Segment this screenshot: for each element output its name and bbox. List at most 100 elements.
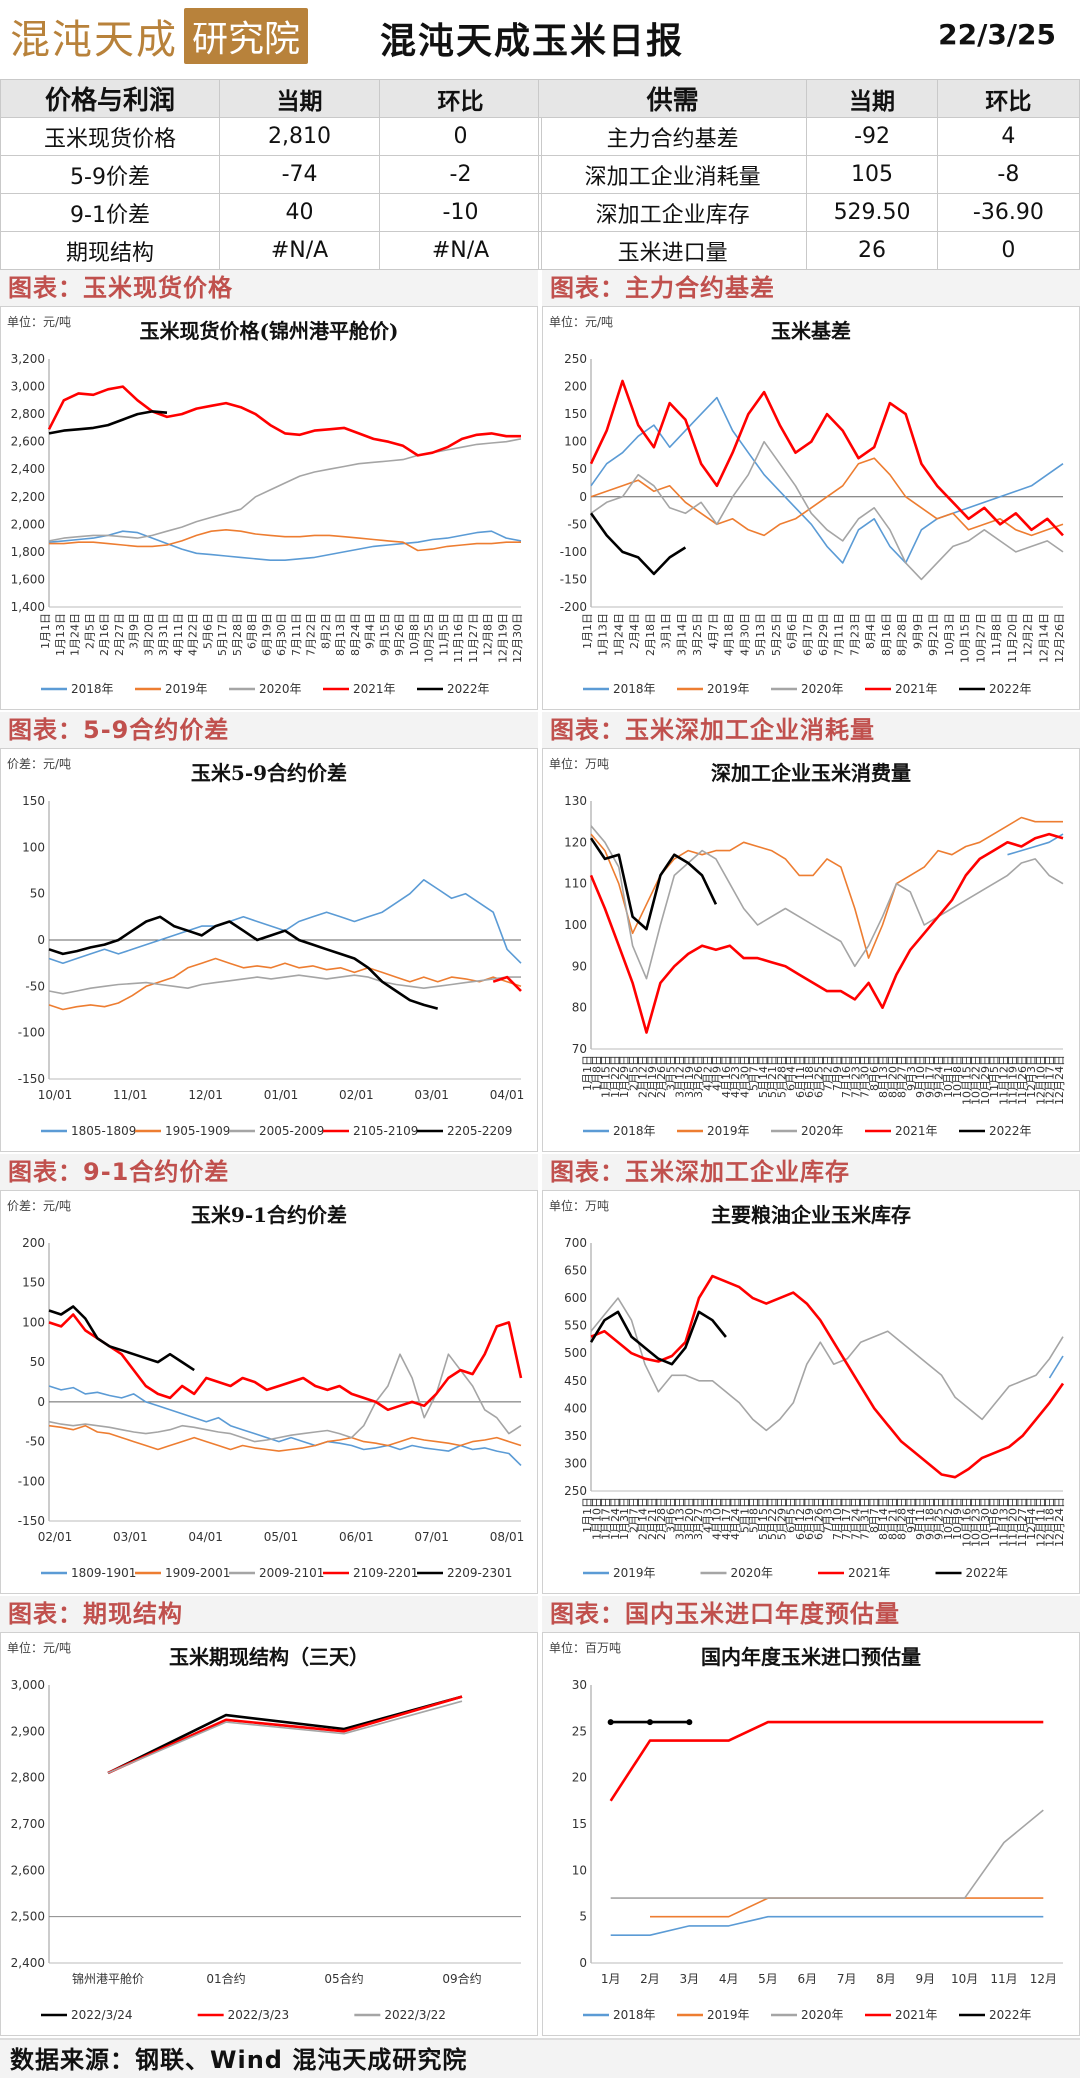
chart-title: 国内年度玉米进口预估量 — [701, 1645, 921, 1669]
column-header: 供需 — [537, 79, 808, 118]
y-tick-label: -100 — [560, 545, 587, 559]
table-cell: -74 — [219, 155, 381, 194]
table-cell: 玉米现货价格 — [0, 117, 221, 156]
x-tick-label: 6月12日 — [794, 1497, 807, 1540]
y-tick-label: 50 — [30, 887, 45, 901]
table-cell: #N/A — [379, 231, 542, 270]
series-line-2022年 — [589, 1310, 727, 1366]
series-point — [647, 1719, 653, 1726]
x-tick-label: 9月 — [916, 1972, 936, 1986]
y-tick-label: 130 — [564, 794, 587, 808]
legend-label: 2018年 — [71, 682, 114, 696]
y-tick-label: 50 — [572, 462, 587, 476]
legend-label: 2018年 — [613, 682, 656, 696]
x-tick-label: 4月11日 — [172, 613, 185, 656]
y-tick-label: 2,800 — [11, 1771, 45, 1785]
x-tick-label: 4月 — [719, 1972, 739, 1986]
series-line-2022年 — [589, 512, 687, 576]
x-tick-label: 08/01 — [490, 1530, 525, 1544]
legend-label: 2022/3/22 — [384, 2008, 446, 2022]
x-tick-label: 2月14日 — [637, 1497, 650, 1540]
y-tick-label: 25 — [572, 1724, 587, 1738]
table-cell: -8 — [936, 155, 1080, 194]
section-title-5-9-spread: 图表：5-9合约价差 — [0, 712, 538, 748]
x-tick-label: 6月19日 — [803, 1497, 816, 1540]
x-tick-label: 6月17日 — [801, 613, 814, 656]
unit-label: 价差：元/吨 — [7, 1199, 72, 1213]
legend-label: 2018年 — [613, 2008, 656, 2022]
legend-label: 2205-2209 — [447, 1124, 512, 1138]
x-tick-label: 8月 — [876, 1972, 896, 1986]
x-tick-label: 7月11日 — [833, 613, 846, 656]
y-tick-label: -50 — [25, 1435, 45, 1449]
x-tick-label: 01合约 — [206, 1971, 245, 1986]
series-line-2020年 — [590, 825, 1064, 980]
table-cell: 期现结构 — [0, 231, 221, 270]
column-header: 当期 — [806, 79, 938, 118]
x-tick-label: 1月15日 — [600, 1055, 613, 1098]
x-tick-label: 4月7日 — [707, 613, 720, 649]
x-tick-label: 11月5日 — [988, 1055, 1001, 1098]
x-tick-label: 8月21日 — [886, 1497, 899, 1540]
chart-title: 玉米9-1合约价差 — [190, 1203, 348, 1227]
y-tick-label: 100 — [564, 435, 587, 449]
x-tick-label: 9月21日 — [927, 613, 940, 656]
x-tick-label: 12月18日 — [1044, 1497, 1057, 1547]
x-tick-label: 6月11日 — [794, 1055, 807, 1098]
logo-text: 混沌天成 — [10, 17, 178, 63]
table-cell: -36.90 — [936, 193, 1080, 232]
legend-label: 2022年 — [989, 682, 1032, 696]
legend-label: 2019年 — [707, 2008, 750, 2022]
y-tick-label: 200 — [22, 1236, 45, 1250]
chart-panel-5-9-spread: 价差：元/吨 玉米5-9合约价差 -150 -100 -50 0 50 100 150 10/… — [0, 748, 538, 1152]
table-row: 玉米现货价格 2,810 0 — [0, 117, 542, 156]
series-line-2021年 — [589, 379, 1064, 537]
x-tick-label: 4月9日 — [711, 1055, 724, 1091]
y-tick-label: 20 — [572, 1771, 587, 1785]
x-tick-label: 4月18日 — [723, 613, 736, 656]
x-tick-label: 2月19日 — [646, 1055, 659, 1098]
x-tick-label: 3月26日 — [692, 1055, 705, 1098]
series-point — [607, 1719, 614, 1726]
series-line-2022年 — [48, 410, 168, 435]
y-tick-label: 100 — [564, 918, 587, 932]
column-header: 环比 — [936, 79, 1080, 118]
legend-label: 2209-2301 — [447, 1566, 512, 1580]
x-tick-label: 5月17日 — [216, 613, 229, 656]
x-tick-label: 9月4日 — [364, 613, 377, 649]
table-row: 期现结构 #N/A #N/A — [0, 231, 542, 270]
chart-panel-import-estimate: 单位：百万吨 国内年度玉米进口预估量 0 5 10 15 20 25 30 1月 2月 3月 4月 5… — [542, 1632, 1080, 2036]
table-cell: -2 — [379, 155, 542, 194]
x-tick-label: 9月26日 — [393, 613, 406, 656]
x-tick-label: 9月25日 — [933, 1497, 946, 1540]
x-tick-label: 11月8日 — [990, 613, 1003, 656]
x-tick-label: 1月1日 — [581, 1055, 594, 1091]
x-tick-label: 5月6日 — [201, 613, 214, 649]
x-tick-label: 4月2日 — [701, 1055, 714, 1091]
unit-label: 单位：元/吨 — [7, 315, 72, 329]
legend-label: 2019年 — [613, 1566, 656, 1580]
y-tick-label: 2,200 — [11, 490, 45, 504]
chart-consumption: 70 80 90 100 110 120 130 1月1日1月8日1月15日1月22日1月29… — [564, 794, 1066, 1138]
y-tick-label: 0 — [579, 490, 587, 504]
table-cell: -92 — [806, 117, 938, 156]
legend-label: 1905-1909 — [165, 1124, 230, 1138]
x-tick-label: 2月21日 — [646, 1497, 659, 1540]
table-cell: 9-1价差 — [0, 193, 221, 232]
x-tick-label: 9月15日 — [378, 613, 391, 656]
x-tick-label: 10月16日 — [960, 1497, 973, 1547]
x-tick-label: 3月20日 — [142, 613, 155, 656]
x-tick-label: 7月24日 — [849, 1497, 862, 1540]
table-cell: 2,810 — [219, 117, 381, 156]
legend-label: 2019年 — [165, 682, 208, 696]
y-tick-label: 250 — [564, 352, 587, 366]
x-tick-label: 07/01 — [414, 1530, 449, 1544]
x-tick-label: 8月16日 — [880, 613, 893, 656]
legend-label: 2018年 — [613, 1124, 656, 1138]
series-point — [686, 1719, 693, 1726]
footer-source: 数据来源：钢联、Wind 混沌天成研究院 — [0, 2038, 1080, 2078]
legend-label: 1809-1901 — [71, 1566, 136, 1580]
x-tick-label: 5月15日 — [757, 1497, 770, 1540]
x-tick-label: 12月14日 — [1037, 613, 1050, 663]
legend-label: 1805-1809 — [71, 1124, 136, 1138]
